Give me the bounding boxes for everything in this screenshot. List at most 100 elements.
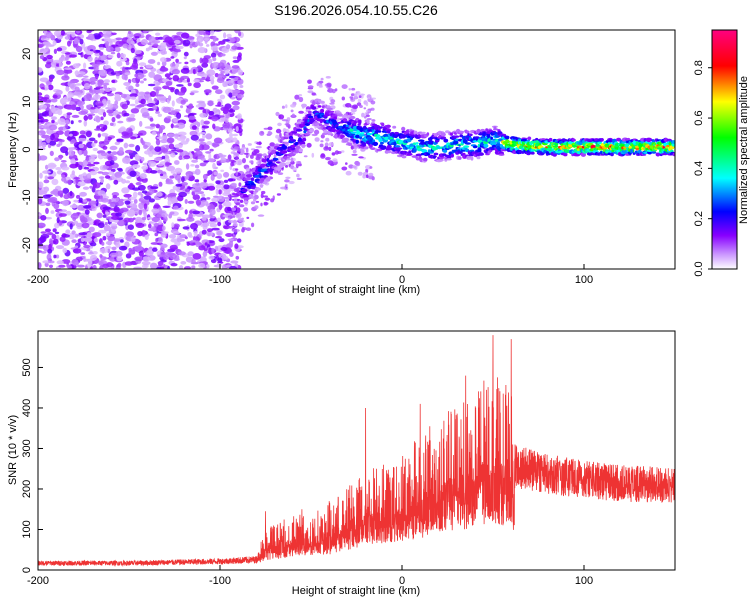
heatmap-cell: [223, 179, 229, 183]
heatmap-cell: [178, 155, 183, 160]
heatmap-cell: [433, 152, 439, 156]
heatmap-cell: [153, 43, 159, 47]
heatmap-cell: [46, 253, 52, 261]
heatmap-cell: [230, 162, 235, 167]
heatmap-cell: [105, 241, 113, 245]
heatmap-cell: [228, 220, 235, 223]
heatmap-cell: [38, 240, 41, 244]
heatmap-cell: [121, 131, 128, 136]
heatmap-cell: [363, 107, 367, 110]
heatmap-cell: [71, 114, 80, 118]
heatmap-cell: [194, 150, 203, 157]
heatmap-cell: [107, 99, 111, 104]
heatmap-cell: [297, 161, 302, 165]
heatmap-cell: [370, 107, 375, 111]
heatmap-cell: [348, 88, 352, 91]
heatmap-cell: [318, 80, 324, 84]
heatmap-cell: [379, 126, 383, 129]
heatmap-cell: [320, 77, 324, 81]
heatmap-cell: [58, 213, 67, 217]
heatmap-cell: [174, 167, 183, 174]
heatmap-cell: [56, 260, 64, 265]
heatmap-cell: [155, 238, 159, 243]
heatmap-cell: [78, 197, 83, 203]
heatmap-cell: [310, 128, 314, 131]
heatmap-cell: [69, 133, 73, 137]
heatmap-cell: [256, 141, 262, 145]
heatmap-cell: [158, 95, 167, 101]
heatmap-cell: [139, 173, 147, 180]
heatmap-cell: [38, 105, 42, 109]
heatmap-cell: [135, 182, 142, 186]
heatmap-cell: [157, 113, 162, 118]
heatmap-cell: [140, 80, 144, 84]
heatmap-cell: [111, 215, 120, 220]
heatmap-cell: [265, 177, 271, 182]
heatmap-cell: [142, 256, 151, 262]
heatmap-cell: [181, 182, 188, 186]
heatmap-cell: [172, 231, 180, 235]
heatmap-cell: [176, 91, 186, 96]
heatmap-cell: [105, 246, 112, 249]
heatmap-cell: [307, 79, 312, 84]
heatmap-cell: [129, 154, 134, 160]
heatmap-cell: [107, 54, 114, 59]
heatmap-cell: [376, 136, 380, 140]
heatmap-cell: [205, 151, 212, 154]
heatmap-cell: [253, 198, 257, 202]
heatmap-cell: [180, 32, 190, 39]
heatmap-cell: [232, 137, 238, 143]
heatmap-cell: [180, 105, 184, 109]
heatmap-cell: [285, 165, 288, 168]
heatmap-cell: [111, 196, 120, 203]
heatmap-cell: [129, 96, 137, 100]
heatmap-cell: [83, 237, 93, 243]
heatmap-cell: [105, 175, 111, 179]
heatmap-cell: [192, 253, 202, 260]
heatmap-cell: [144, 91, 150, 95]
heatmap-cell: [198, 138, 205, 142]
heatmap-cell: [345, 170, 352, 176]
heatmap-cell: [231, 65, 240, 69]
heatmap-cell: [46, 61, 52, 65]
heatmap-cell: [138, 91, 146, 96]
heatmap-cell: [228, 109, 236, 113]
heatmap-cell: [341, 166, 348, 171]
heatmap-y-tick-label: 0: [21, 146, 33, 152]
heatmap-cell: [142, 209, 146, 214]
heatmap-cell: [38, 113, 47, 117]
heatmap-cell: [217, 98, 222, 103]
heatmap-cell: [233, 83, 238, 90]
colorbar-ticks: 0.0 0.2 0.4 0.6 0.8: [693, 60, 712, 277]
heatmap-cell: [151, 208, 160, 214]
heatmap-cell: [200, 157, 206, 161]
heatmap-cell: [134, 73, 139, 78]
heatmap-cell: [56, 47, 63, 52]
heatmap-cell: [129, 170, 137, 177]
heatmap-cell: [61, 177, 67, 182]
heatmap-cell: [141, 229, 146, 237]
heatmap-cell: [191, 258, 196, 265]
heatmap-cell: [148, 71, 156, 78]
heatmap-cell: [128, 43, 132, 50]
heatmap-cell: [176, 84, 184, 87]
heatmap-cell: [315, 122, 320, 126]
heatmap-cell: [52, 40, 57, 46]
heatmap-cell: [92, 264, 97, 269]
heatmap-cell: [83, 75, 89, 78]
heatmap-cell: [206, 197, 211, 200]
heatmap-cell: [127, 205, 131, 209]
heatmap-cell: [292, 139, 296, 142]
heatmap-cell: [355, 161, 361, 167]
heatmap-cell: [109, 223, 118, 227]
heatmap-cell: [201, 193, 206, 197]
heatmap-cell: [141, 261, 151, 266]
heatmap-cell: [392, 125, 397, 129]
heatmap-cell: [189, 210, 193, 214]
heatmap-cell: [229, 132, 233, 138]
snr-y-tick-label: 500: [21, 358, 33, 376]
heatmap-cell: [238, 182, 242, 187]
heatmap-cell: [47, 232, 54, 236]
heatmap-cell: [210, 30, 215, 35]
heatmap-cell: [138, 250, 144, 257]
